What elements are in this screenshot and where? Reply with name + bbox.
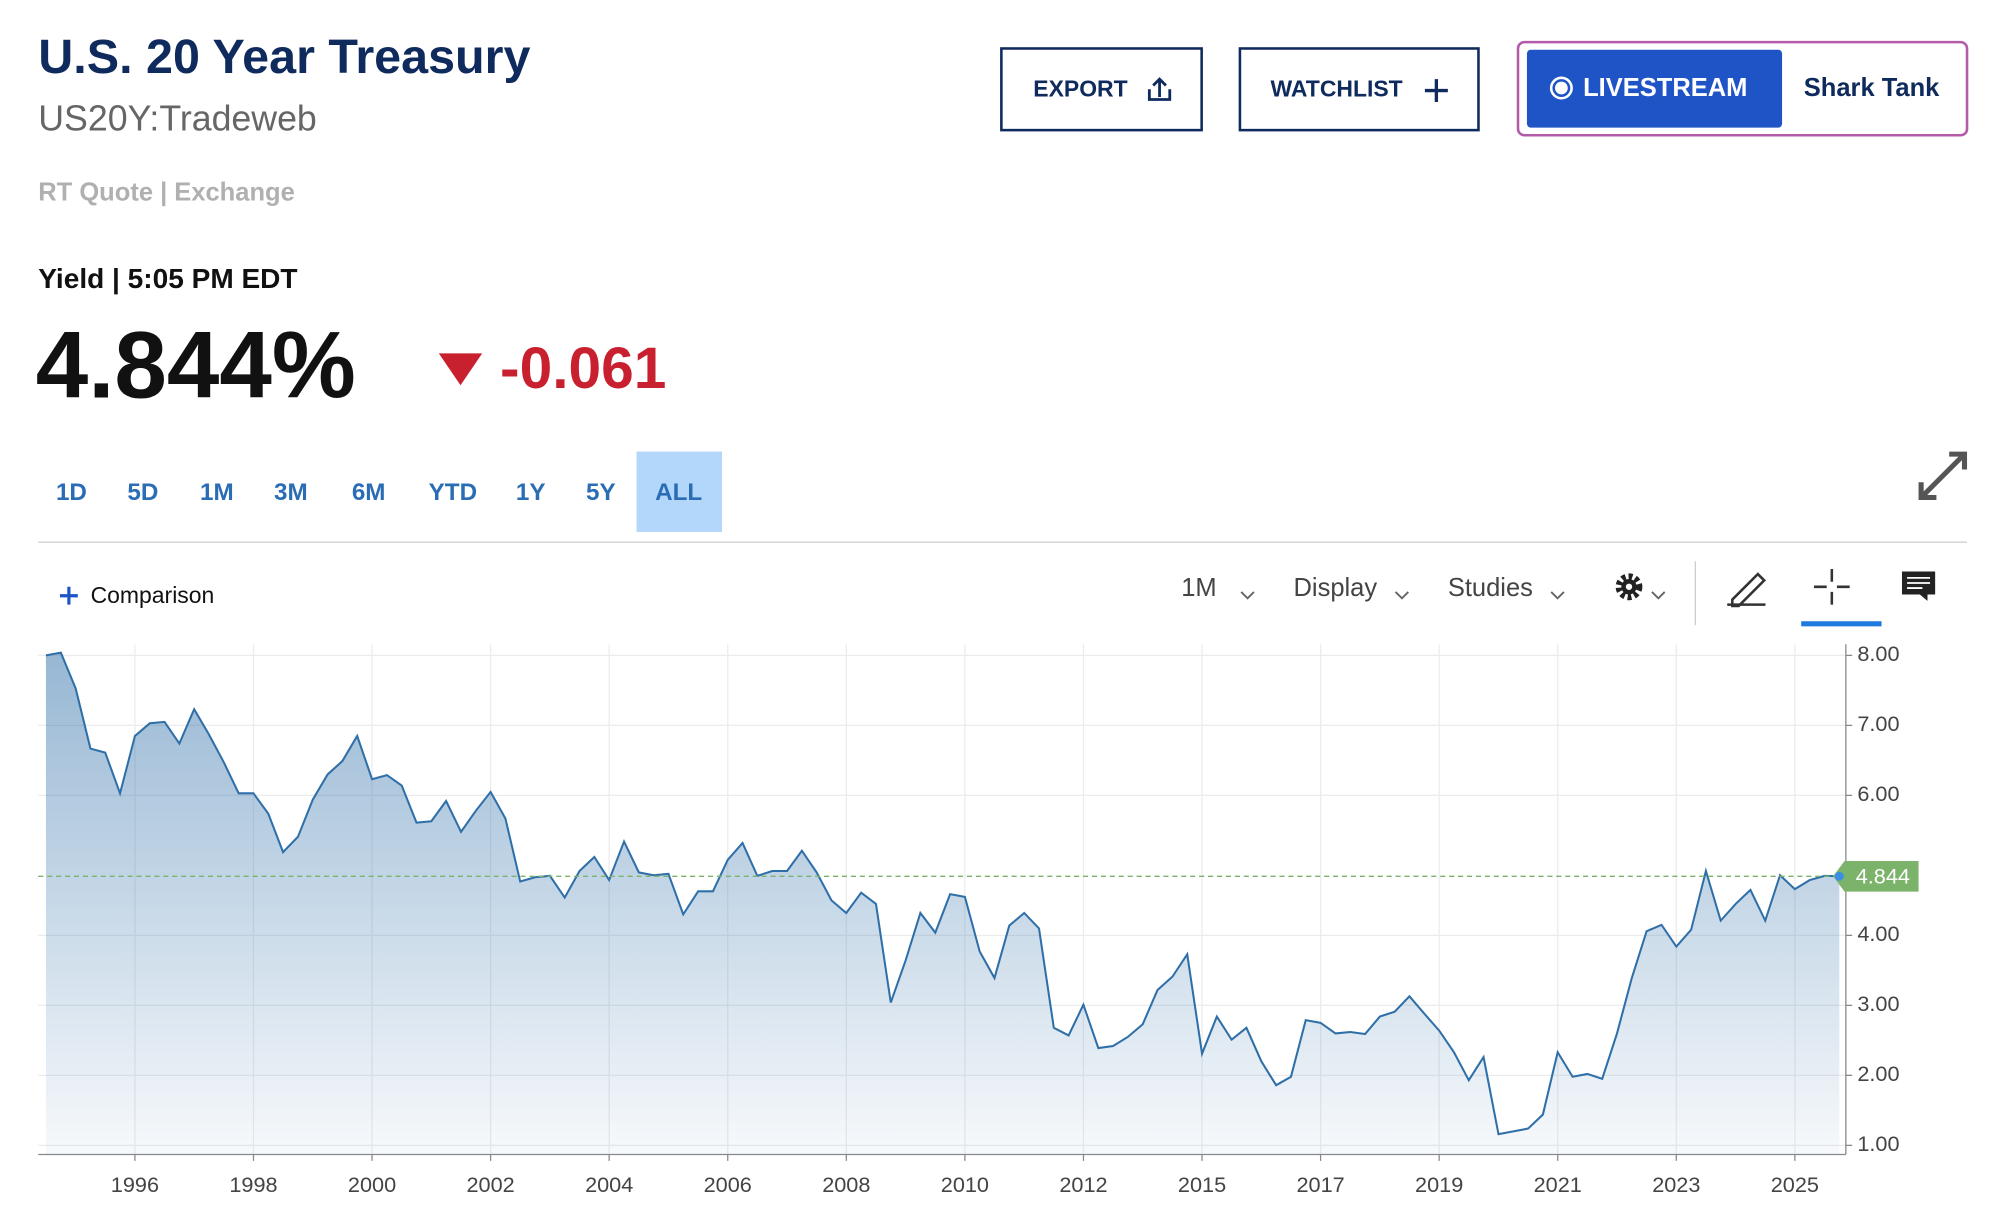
x-tick-label: 2012 (1059, 1172, 1107, 1197)
y-tick-label: 3.00 (1857, 991, 1899, 1016)
active-indicator (1801, 621, 1882, 627)
change: -0.061 (500, 336, 666, 401)
x-tick-label: 2004 (585, 1172, 633, 1197)
symbol: US20Y:Tradeweb (38, 99, 317, 139)
expand-icon[interactable] (1918, 451, 1968, 501)
button-label: LIVESTREAM (1583, 74, 1747, 102)
x-tick-label: 2008 (822, 1172, 870, 1197)
y-tick-label: 8.00 (1857, 641, 1899, 666)
comment-icon[interactable] (1901, 571, 1936, 601)
range-tab[interactable]: 5D (127, 479, 158, 506)
display-menu[interactable]: Display (1293, 574, 1377, 602)
button-label: EXPORT (1033, 76, 1127, 102)
title: U.S. 20 Year Treasury (38, 30, 530, 84)
button-label: WATCHLIST (1271, 76, 1403, 102)
active-tab (636, 451, 723, 532)
last-value-tag (1833, 860, 1919, 892)
range-tab[interactable]: 6M (352, 479, 386, 506)
crosshair-icon[interactable] (1813, 568, 1850, 605)
draw-icon[interactable] (1727, 572, 1767, 608)
x-tick-label: 2021 (1534, 1172, 1582, 1197)
line (45, 651, 1840, 1136)
quote-label: Yield | 5:05 PM EDT (38, 263, 297, 294)
studies-menu[interactable]: Studies (1448, 574, 1533, 602)
range-tab[interactable]: 1D (56, 479, 87, 506)
range-tab[interactable]: 3M (274, 479, 308, 506)
export-button[interactable]: EXPORT (1000, 47, 1203, 132)
x-tick-label: 2019 (1415, 1172, 1463, 1197)
range-tab[interactable]: 1M (200, 479, 234, 506)
down-arrow (438, 353, 483, 386)
source: RT Quote | Exchange (38, 179, 295, 207)
last-point (1834, 871, 1844, 881)
x-tick-label: 2006 (704, 1172, 752, 1197)
y-tick-label: 2.00 (1857, 1061, 1899, 1086)
x-tick-label: 2017 (1296, 1172, 1344, 1197)
x-tick-label: 2025 (1771, 1172, 1819, 1197)
last-value-label: 4.844 (1856, 863, 1910, 888)
livestream-button[interactable]: LIVESTREAM (1526, 49, 1783, 128)
area (45, 652, 1840, 1155)
y-tick-label: 1.00 (1857, 1131, 1899, 1156)
range-tab[interactable]: ALL (655, 479, 702, 506)
settings-icon[interactable] (1615, 573, 1666, 601)
watchlist-button[interactable]: WATCHLIST (1238, 47, 1480, 132)
chart: 1996 1998 2000 2002 2004 2006 2008 2010 2012 2015… (38, 641, 1919, 1197)
price: 4.844% (36, 313, 356, 418)
y-tick-label: 7.00 (1857, 711, 1899, 736)
comparison[interactable]: Comparison (91, 582, 215, 608)
plus-icon (59, 586, 78, 605)
x-tick-label: 1996 (111, 1172, 159, 1197)
range-tab[interactable]: 5Y (586, 479, 616, 506)
x-tick-label: 2010 (941, 1172, 989, 1197)
range-tab[interactable]: 1Y (516, 479, 546, 506)
x-tick-label: 2000 (348, 1172, 396, 1197)
show-link[interactable]: Shark Tank (1804, 74, 1940, 102)
x-tick-label: 2002 (467, 1172, 515, 1197)
y-tick-label: 6.00 (1857, 781, 1899, 806)
x-tick-label: 1998 (229, 1172, 277, 1197)
range-tab[interactable]: YTD (429, 479, 477, 506)
x-tick-label: 2023 (1652, 1172, 1700, 1197)
interval[interactable]: 1M (1181, 574, 1216, 602)
x-tick-label: 2015 (1178, 1172, 1226, 1197)
y-tick-label: 4.00 (1857, 921, 1899, 946)
